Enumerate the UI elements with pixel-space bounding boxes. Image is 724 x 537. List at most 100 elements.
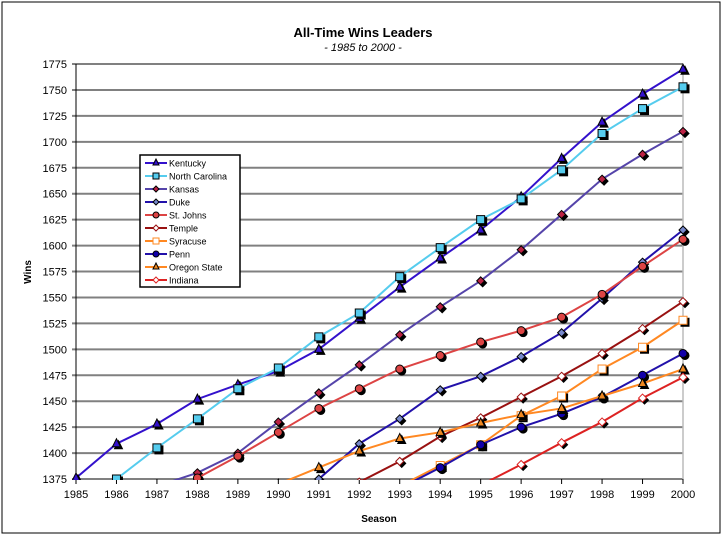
- circle-marker: [597, 289, 607, 299]
- square-marker: [273, 363, 283, 373]
- circle-marker: [678, 348, 688, 358]
- triangle-marker: [111, 437, 122, 448]
- diamond-marker: [556, 328, 567, 338]
- y-tick-label: 1750: [43, 85, 67, 97]
- diamond-marker: [314, 474, 324, 480]
- legend-label: Indiana: [169, 276, 199, 286]
- square-marker: [152, 172, 160, 180]
- series-line-syracuse: [409, 319, 684, 480]
- triangle-marker: [394, 432, 405, 443]
- diamond-marker: [354, 360, 364, 370]
- circle-marker: [476, 337, 486, 347]
- circle-marker: [435, 351, 445, 361]
- y-tick-label: 1700: [43, 137, 67, 149]
- triangle-marker: [637, 377, 648, 388]
- diamond-marker: [637, 393, 648, 403]
- x-tick-label: 1985: [64, 489, 88, 501]
- circle-marker: [152, 250, 160, 258]
- circle-marker: [395, 364, 405, 374]
- diamond-marker: [395, 456, 405, 467]
- x-axis-label: Season: [361, 514, 397, 525]
- legend-label: Duke: [169, 198, 190, 208]
- series-line-kansas: [172, 130, 684, 480]
- circle-marker: [516, 422, 526, 432]
- diamond-marker: [314, 388, 324, 398]
- diamond-marker: [152, 224, 160, 232]
- y-tick-label: 1500: [43, 344, 67, 356]
- circle-marker: [354, 384, 364, 394]
- triangle-marker: [475, 223, 486, 234]
- y-axis-label: Wins: [23, 260, 34, 284]
- diamond-marker: [273, 417, 284, 427]
- diamond-marker: [356, 477, 362, 480]
- triangle-marker: [313, 461, 324, 472]
- y-tick-label: 1650: [43, 189, 67, 201]
- y-tick-label: 1550: [43, 292, 67, 304]
- square-marker: [557, 391, 567, 401]
- legend-label: Temple: [169, 224, 198, 234]
- triangle-marker: [597, 389, 607, 400]
- triangle-marker: [354, 444, 365, 455]
- triangle-marker: [152, 261, 160, 270]
- square-marker: [476, 215, 486, 225]
- triangle-marker: [152, 157, 160, 166]
- triangle-marker: [637, 87, 648, 98]
- y-tick-label: 1675: [43, 163, 67, 175]
- y-tick-label: 1375: [43, 474, 67, 486]
- triangle-marker: [516, 408, 526, 419]
- diamond-marker: [152, 185, 160, 193]
- circle-marker: [152, 211, 160, 219]
- square-marker: [192, 414, 202, 424]
- legend-label: Syracuse: [169, 237, 207, 247]
- x-tick-label: 1999: [630, 489, 654, 501]
- circle-marker: [516, 326, 526, 336]
- y-tick-label: 1525: [43, 318, 67, 330]
- circle-marker: [233, 451, 243, 461]
- circle-marker: [273, 427, 283, 437]
- square-marker: [597, 364, 607, 374]
- circle-marker: [435, 463, 445, 473]
- square-marker: [638, 104, 648, 114]
- y-tick-label: 1450: [43, 396, 67, 408]
- square-marker: [314, 332, 324, 342]
- triangle-marker: [277, 478, 280, 480]
- circle-marker: [476, 440, 486, 450]
- diamond-marker: [637, 323, 648, 334]
- legend-label: North Carolina: [169, 172, 227, 182]
- square-marker: [111, 474, 121, 480]
- circle-marker: [192, 473, 202, 480]
- y-tick-label: 1775: [43, 59, 67, 71]
- diamond-marker: [637, 149, 648, 159]
- triangle-marker: [678, 362, 688, 373]
- square-marker: [516, 194, 526, 204]
- square-marker: [678, 82, 688, 92]
- x-tick-label: 2000: [671, 489, 695, 501]
- diamond-marker: [395, 414, 405, 424]
- triangle-marker: [597, 115, 607, 126]
- series-line-indiana: [488, 376, 684, 480]
- triangle-marker: [556, 152, 567, 162]
- square-marker: [435, 243, 445, 253]
- diamond-marker: [516, 459, 526, 470]
- legend-label: St. Johns: [169, 211, 207, 221]
- circle-marker: [314, 403, 324, 413]
- triangle-marker: [678, 63, 688, 73]
- diamond-marker: [516, 351, 526, 362]
- x-tick-label: 1992: [347, 489, 371, 501]
- chart-subtitle: - 1985 to 2000 -: [324, 42, 402, 54]
- series-line-kentucky: [75, 68, 684, 479]
- legend-label: Kentucky: [169, 159, 207, 169]
- circle-marker: [638, 261, 648, 271]
- square-marker: [678, 315, 688, 325]
- x-tick-label: 1987: [145, 489, 169, 501]
- diamond-marker: [678, 372, 688, 383]
- y-tick-label: 1400: [43, 448, 67, 460]
- diamond-marker: [516, 392, 526, 402]
- legend-label: Oregon State: [169, 263, 223, 273]
- y-tick-label: 1600: [43, 241, 67, 253]
- y-tick-label: 1725: [43, 111, 67, 123]
- diamond-marker: [435, 302, 445, 312]
- x-tick-label: 1993: [387, 489, 411, 501]
